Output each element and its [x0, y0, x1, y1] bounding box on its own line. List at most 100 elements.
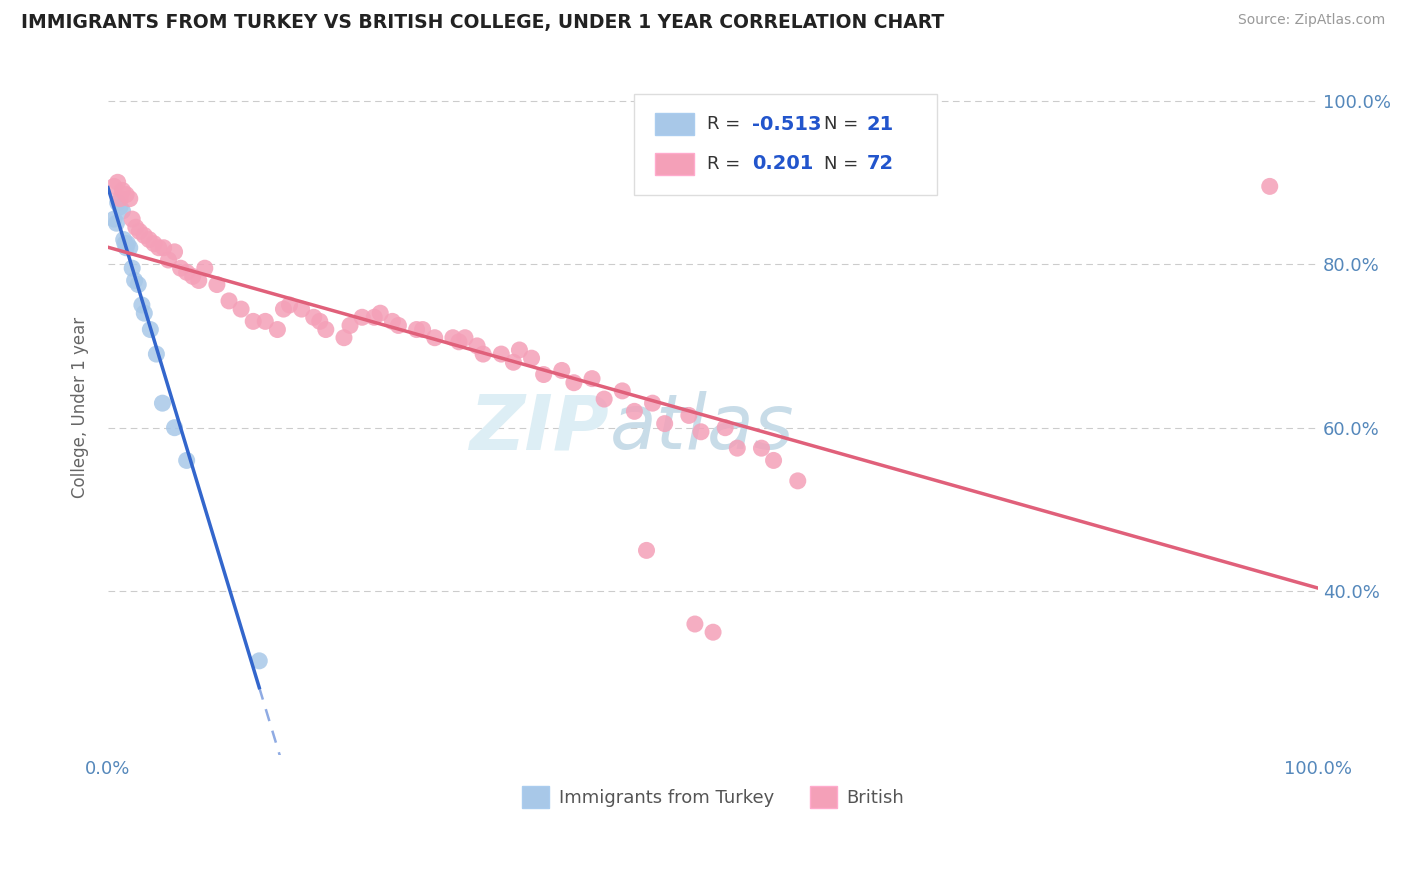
Point	[441, 331, 464, 345]
Point	[308, 314, 330, 328]
Point	[139, 322, 162, 336]
Point	[491, 347, 513, 361]
Point	[352, 310, 374, 325]
Point	[118, 192, 141, 206]
Point	[678, 409, 700, 423]
Point	[562, 376, 585, 390]
Point	[148, 241, 170, 255]
Point	[229, 302, 252, 317]
Point	[205, 277, 228, 292]
Point	[702, 625, 724, 640]
Point	[115, 241, 138, 255]
Point	[124, 273, 146, 287]
Point	[163, 420, 186, 434]
Point	[623, 404, 645, 418]
Point	[145, 347, 167, 361]
Point	[103, 179, 125, 194]
Text: 0.201: 0.201	[752, 154, 813, 173]
Point	[381, 314, 404, 328]
Point	[176, 453, 198, 467]
Point	[508, 343, 530, 357]
Legend: Immigrants from Turkey, British: Immigrants from Turkey, British	[515, 779, 911, 815]
Point	[551, 363, 574, 377]
Point	[581, 371, 603, 385]
Point	[762, 453, 785, 467]
Point	[125, 220, 148, 235]
Point	[520, 351, 543, 366]
Text: IMMIGRANTS FROM TURKEY VS BRITISH COLLEGE, UNDER 1 YEAR CORRELATION CHART: IMMIGRANTS FROM TURKEY VS BRITISH COLLEG…	[21, 13, 945, 32]
Point	[128, 224, 150, 238]
Point	[187, 273, 209, 287]
Text: Source: ZipAtlas.com: Source: ZipAtlas.com	[1237, 13, 1385, 28]
Point	[111, 184, 134, 198]
Point	[194, 261, 217, 276]
Point	[654, 417, 676, 431]
Point	[105, 216, 128, 230]
Point	[786, 474, 808, 488]
Point	[112, 233, 135, 247]
Point	[612, 384, 634, 398]
Point	[118, 241, 141, 255]
Point	[447, 334, 470, 349]
Point	[387, 318, 409, 333]
Point	[412, 322, 434, 336]
Point	[115, 187, 138, 202]
Point	[636, 543, 658, 558]
Point	[751, 441, 773, 455]
Point	[339, 318, 361, 333]
Point	[254, 314, 277, 328]
Point	[502, 355, 524, 369]
Point	[278, 298, 301, 312]
Point	[143, 236, 166, 251]
Point	[134, 306, 156, 320]
Point	[152, 241, 174, 255]
Point	[423, 331, 446, 345]
Point	[1258, 179, 1281, 194]
Point	[176, 265, 198, 279]
Point	[247, 654, 270, 668]
Text: atlas: atlas	[610, 391, 794, 465]
Point	[302, 310, 325, 325]
Point	[163, 244, 186, 259]
Point	[169, 261, 191, 276]
Point	[121, 261, 143, 276]
Point	[641, 396, 664, 410]
Point	[181, 269, 204, 284]
Text: 21: 21	[866, 115, 894, 134]
Text: N =: N =	[824, 155, 865, 173]
Point	[725, 441, 748, 455]
Text: -0.513: -0.513	[752, 115, 821, 134]
Point	[121, 212, 143, 227]
Point	[107, 175, 129, 189]
Point	[291, 302, 314, 317]
Point	[107, 195, 129, 210]
Text: R =: R =	[707, 155, 747, 173]
Point	[465, 339, 488, 353]
Text: N =: N =	[824, 115, 865, 133]
Point	[333, 331, 356, 345]
Point	[454, 331, 477, 345]
FancyBboxPatch shape	[634, 95, 936, 195]
Point	[593, 392, 616, 406]
Point	[131, 298, 153, 312]
Point	[405, 322, 427, 336]
Y-axis label: College, Under 1 year: College, Under 1 year	[72, 317, 89, 498]
Point	[368, 306, 391, 320]
Point	[266, 322, 288, 336]
Point	[117, 236, 139, 251]
Point	[683, 617, 706, 632]
Text: R =: R =	[707, 115, 747, 133]
Point	[242, 314, 264, 328]
Point	[127, 277, 149, 292]
Point	[108, 200, 131, 214]
FancyBboxPatch shape	[655, 153, 693, 175]
Point	[108, 192, 131, 206]
Text: 72: 72	[866, 154, 894, 173]
Point	[273, 302, 295, 317]
Point	[134, 228, 156, 243]
Point	[714, 420, 737, 434]
Point	[690, 425, 713, 439]
Point	[315, 322, 337, 336]
Point	[157, 252, 180, 267]
FancyBboxPatch shape	[655, 113, 693, 136]
